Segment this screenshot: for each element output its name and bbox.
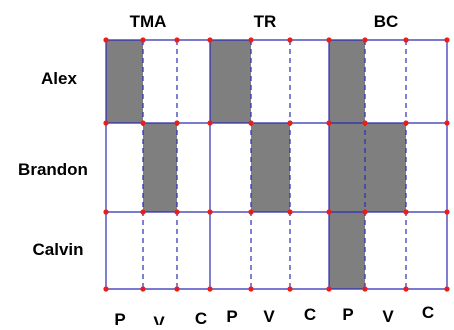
column-label-3: P <box>226 307 237 325</box>
intersection-dot-3-5 <box>287 286 292 291</box>
column-label-8: C <box>422 303 434 322</box>
intersection-dot-2-5 <box>287 209 292 214</box>
group-header-tr: TR <box>254 12 277 31</box>
intersection-dot-2-1 <box>140 209 145 214</box>
filled-cell-brandon-bc-p <box>329 123 365 212</box>
intersection-dot-3-7 <box>362 286 367 291</box>
intersection-dot-1-0 <box>103 120 108 125</box>
intersection-dot-1-6 <box>326 120 331 125</box>
intersection-dot-0-6 <box>326 37 331 42</box>
intersection-dot-0-9 <box>444 37 449 42</box>
intersection-dot-1-9 <box>444 120 449 125</box>
intersection-dot-1-4 <box>248 120 253 125</box>
column-label-6: P <box>342 305 353 324</box>
row-label-brandon: Brandon <box>18 160 88 179</box>
intersection-dot-0-2 <box>174 37 179 42</box>
intersection-dot-1-8 <box>403 120 408 125</box>
group-header-tma: TMA <box>130 12 167 31</box>
column-label-7: V <box>382 307 394 325</box>
column-label-2: C <box>195 309 207 325</box>
intersection-dot-2-7 <box>362 209 367 214</box>
intersection-dot-2-6 <box>326 209 331 214</box>
intersection-dot-2-8 <box>403 209 408 214</box>
filled-cell-brandon-tma-v <box>143 123 177 212</box>
intersection-dot-1-7 <box>362 120 367 125</box>
filled-cell-brandon-bc-v <box>365 123 406 212</box>
intersection-dot-3-2 <box>174 286 179 291</box>
intersection-dot-3-1 <box>140 286 145 291</box>
intersection-dot-0-5 <box>287 37 292 42</box>
intersection-dot-1-3 <box>207 120 212 125</box>
row-label-calvin: Calvin <box>32 240 83 259</box>
intersection-dot-3-6 <box>326 286 331 291</box>
intersection-dot-0-8 <box>403 37 408 42</box>
filled-cell-alex-tr-p <box>210 40 251 123</box>
intersection-dot-1-5 <box>287 120 292 125</box>
intersection-dot-2-2 <box>174 209 179 214</box>
column-label-0: P <box>114 310 125 325</box>
intersection-dot-3-4 <box>248 286 253 291</box>
intersection-dot-3-3 <box>207 286 212 291</box>
intersection-dot-2-3 <box>207 209 212 214</box>
intersection-dot-0-4 <box>248 37 253 42</box>
intersection-dot-0-1 <box>140 37 145 42</box>
intersection-dot-2-4 <box>248 209 253 214</box>
intersection-dot-3-0 <box>103 286 108 291</box>
filled-cell-alex-tma-p <box>106 40 143 123</box>
intersection-dot-2-9 <box>444 209 449 214</box>
intersection-dot-3-9 <box>444 286 449 291</box>
column-label-5: C <box>304 305 316 324</box>
intersection-dot-2-0 <box>103 209 108 214</box>
filled-cell-brandon-tr-v <box>251 123 290 212</box>
group-header-bc: BC <box>374 12 399 31</box>
row-label-alex: Alex <box>41 69 77 88</box>
intersection-dot-3-8 <box>403 286 408 291</box>
intersection-dot-0-3 <box>207 37 212 42</box>
filled-cell-calvin-bc-p <box>329 212 365 289</box>
column-label-1: V <box>153 313 165 325</box>
intersection-dot-0-0 <box>103 37 108 42</box>
intersection-dot-1-2 <box>174 120 179 125</box>
filled-cell-alex-bc-p <box>329 40 365 123</box>
column-label-4: V <box>263 307 275 325</box>
intersection-dot-1-1 <box>140 120 145 125</box>
intersection-dot-0-7 <box>362 37 367 42</box>
